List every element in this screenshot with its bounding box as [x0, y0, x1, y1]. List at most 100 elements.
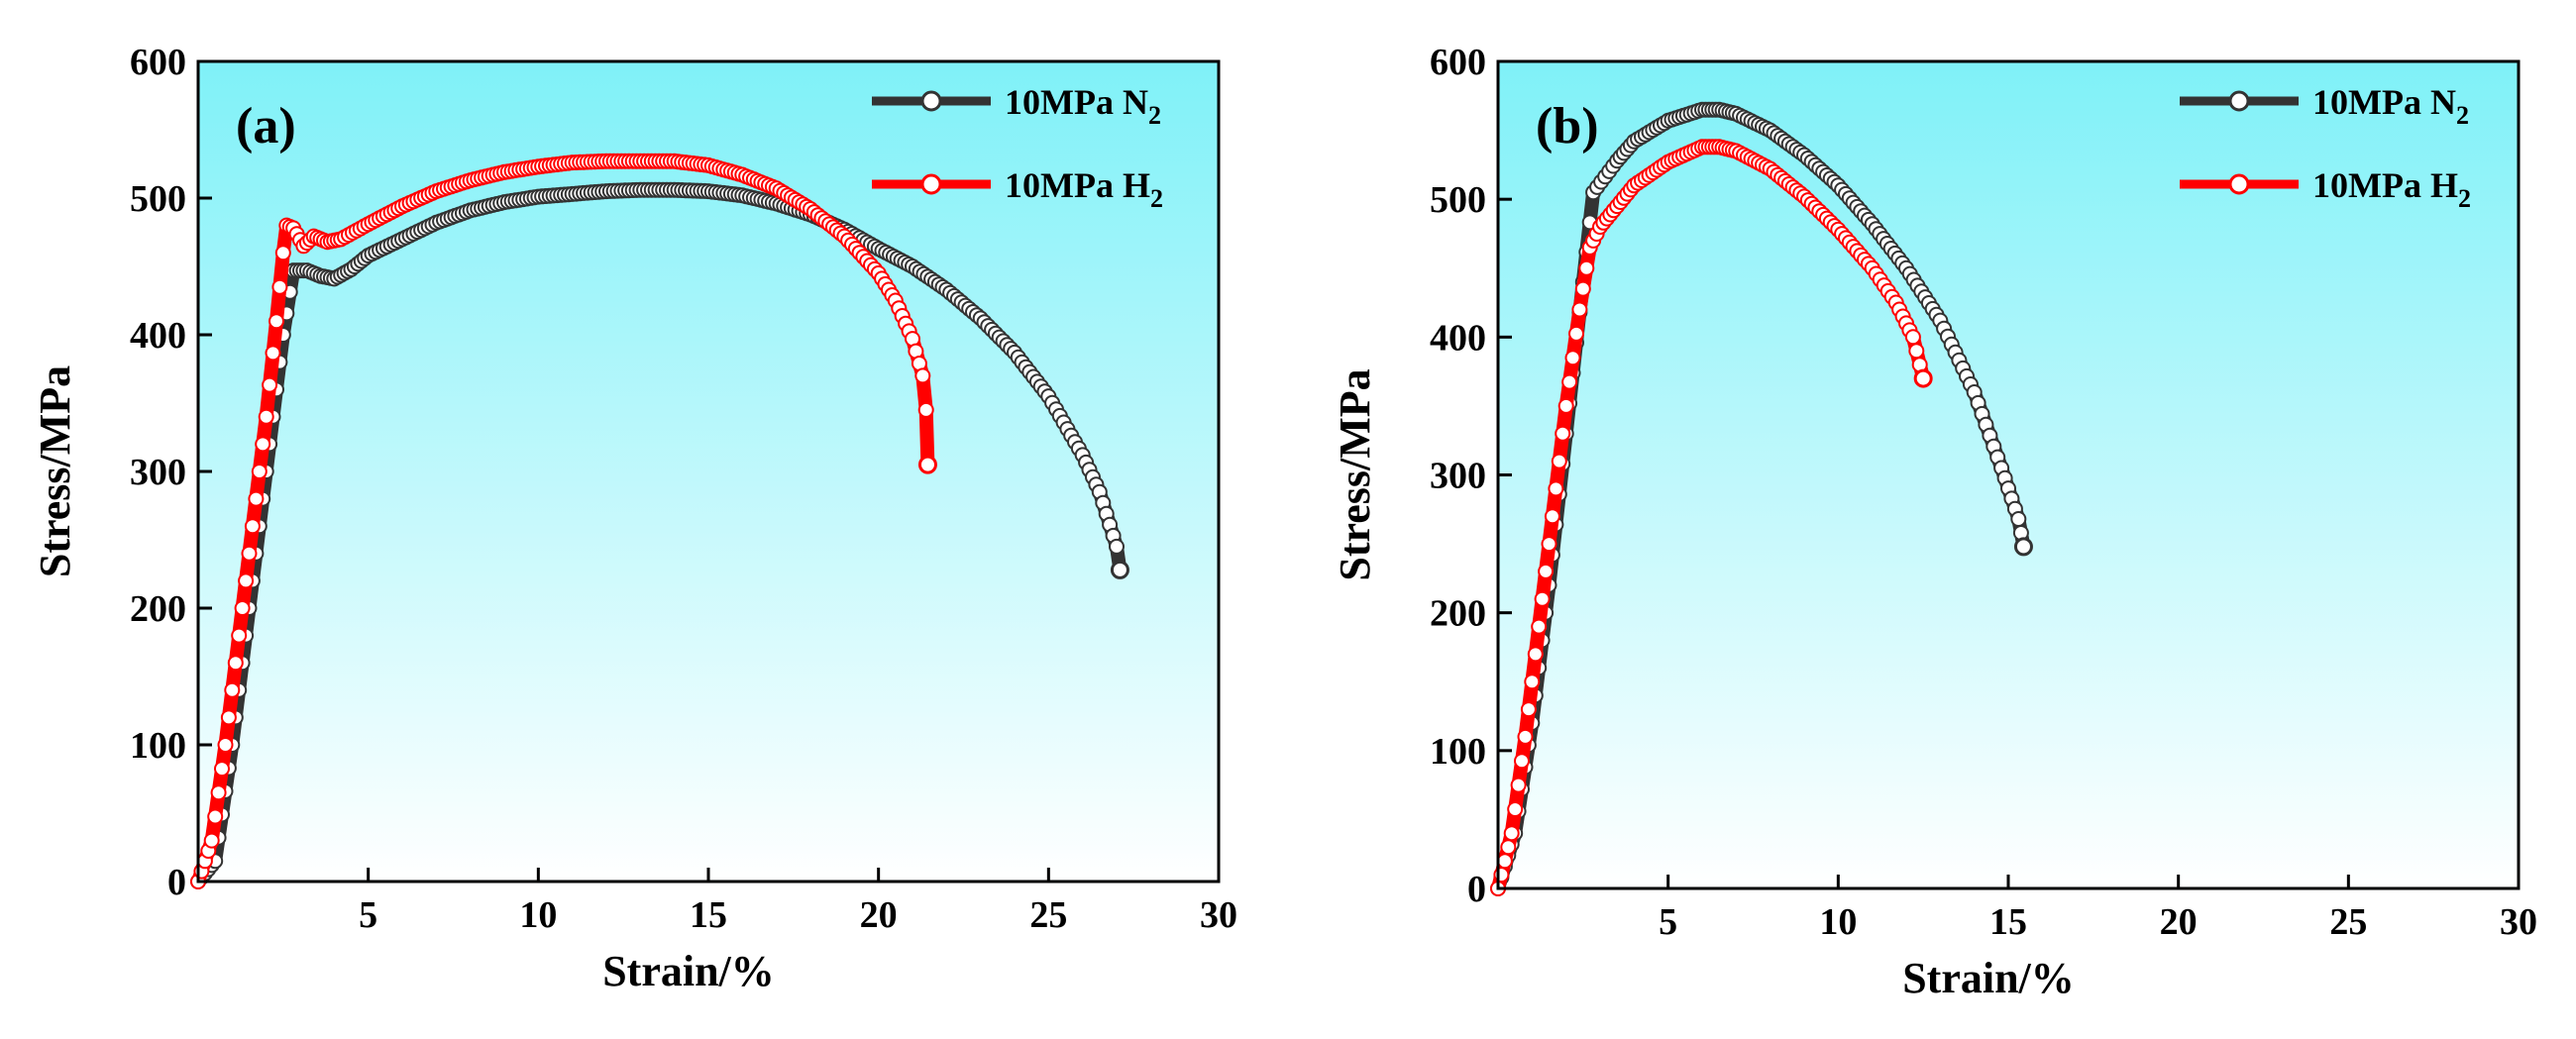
series-10mpa-n2 [190, 181, 1129, 889]
data-point [203, 832, 220, 849]
legend-label: 10MPa N2 [1005, 82, 1161, 130]
end-point [1110, 560, 1129, 579]
data-point [1531, 618, 1548, 635]
chart-panel-a: 5 10 15 20 25 30 0 100 200 300 400 500 600 Strain/%… [31, 42, 1237, 995]
y-tick-label: 300 [1430, 456, 1486, 497]
legend-label: 10MPa H2 [2312, 165, 2471, 213]
end-point [917, 455, 937, 474]
legend-label-subscript: 2 [2456, 101, 2469, 130]
y-tick-label: 200 [130, 588, 186, 630]
data-point [1496, 853, 1513, 870]
legend-item: 10MPa H2 [2180, 165, 2471, 213]
legend-label-main: 10MPa N [2312, 82, 2456, 122]
data-point [1544, 508, 1560, 525]
data-curves [190, 153, 1129, 889]
data-point [210, 784, 227, 801]
legend-label-subscript: 2 [2458, 184, 2471, 213]
x-tick-label: 15 [1989, 901, 2027, 943]
y-axis-title: Stress/MPa [31, 365, 79, 577]
x-tick-label: 5 [359, 894, 377, 936]
data-point [1527, 646, 1544, 663]
data-point [1904, 329, 1921, 346]
x-tick-label: 20 [860, 894, 898, 936]
data-point [271, 278, 288, 295]
panel-label: (b) [1536, 98, 1599, 155]
data-point [255, 436, 271, 453]
series-10mpa-h2 [190, 153, 937, 889]
legend-item: 10MPa H2 [872, 165, 1163, 213]
data-point [1503, 825, 1520, 842]
x-tick-label: 25 [2329, 901, 2367, 943]
data-point [1561, 373, 1578, 390]
data-point [1500, 839, 1517, 856]
legend-swatch-marker [920, 90, 942, 112]
data-point [1510, 777, 1527, 793]
panel-label: (a) [236, 98, 296, 155]
legend-label-subscript: 2 [1148, 101, 1161, 130]
data-point [274, 245, 291, 261]
series-10mpa-h2 [1490, 139, 1933, 896]
data-point [268, 313, 284, 330]
x-tick-label: 10 [1819, 901, 1857, 943]
y-tick-label: 500 [1430, 179, 1486, 221]
end-point [1913, 368, 1933, 388]
data-point [227, 655, 244, 672]
x-axis-title: Strain/% [1902, 954, 2075, 1002]
data-point [265, 345, 281, 362]
y-tick-label: 500 [130, 178, 186, 220]
y-tick-label: 400 [130, 315, 186, 357]
x-tick-label: 20 [2160, 901, 2198, 943]
x-tick-label: 25 [1029, 894, 1067, 936]
x-tick-label: 15 [690, 894, 727, 936]
legend-item: 10MPa N2 [872, 82, 1161, 130]
chart-panel-b: 5 10 15 20 25 30 0 100 200 300 400 500 600 Strain/%… [1331, 42, 2537, 1002]
legend-item: 10MPa N2 [2180, 82, 2469, 130]
y-axis-title: Stress/MPa [1331, 368, 1379, 580]
x-tick-label: 30 [2500, 901, 2537, 943]
legend-label-main: 10MPa H [2312, 165, 2458, 205]
data-point [241, 545, 258, 562]
y-tick-label: 0 [167, 862, 186, 903]
data-point [1541, 536, 1557, 553]
x-axis: 5 10 15 20 25 30 [1659, 875, 2537, 943]
data-point [917, 401, 934, 418]
data-point [1551, 453, 1567, 469]
data-point [1908, 343, 1925, 360]
legend: 10MPa N2 10MPa H2 [872, 82, 1163, 213]
x-axis: 5 10 15 20 25 30 [359, 868, 1237, 936]
legend-label: 10MPa N2 [2312, 82, 2469, 130]
data-point [214, 761, 230, 778]
data-point [1534, 590, 1551, 607]
data-point [258, 408, 274, 425]
data-point [231, 627, 248, 644]
data-point [220, 709, 237, 726]
data-point [1524, 674, 1541, 690]
x-axis-title: Strain/% [602, 947, 775, 995]
y-axis: 0 100 200 300 400 500 600 [1430, 42, 1512, 910]
data-point [234, 600, 251, 616]
y-tick-label: 0 [1467, 869, 1486, 910]
y-tick-label: 300 [130, 452, 186, 493]
y-axis: 0 100 200 300 400 500 600 [130, 42, 212, 903]
data-point [262, 376, 278, 393]
data-point [2010, 511, 2027, 527]
x-tick-label: 30 [1200, 894, 1237, 936]
data-point [244, 518, 261, 535]
data-point [207, 808, 224, 825]
legend-label-subscript: 2 [1150, 184, 1163, 213]
data-point [1548, 480, 1564, 497]
x-tick-label: 5 [1659, 901, 1677, 943]
data-point [1538, 563, 1555, 579]
data-point [1520, 701, 1537, 718]
data-point [1564, 350, 1581, 366]
legend-swatch-marker [920, 173, 942, 195]
legend-swatch-marker [2228, 90, 2250, 112]
y-tick-label: 100 [1430, 731, 1486, 773]
y-tick-label: 600 [1430, 42, 1486, 83]
data-point [1574, 280, 1591, 297]
data-point [217, 737, 234, 753]
data-point [1507, 801, 1524, 817]
y-tick-label: 600 [130, 42, 186, 83]
